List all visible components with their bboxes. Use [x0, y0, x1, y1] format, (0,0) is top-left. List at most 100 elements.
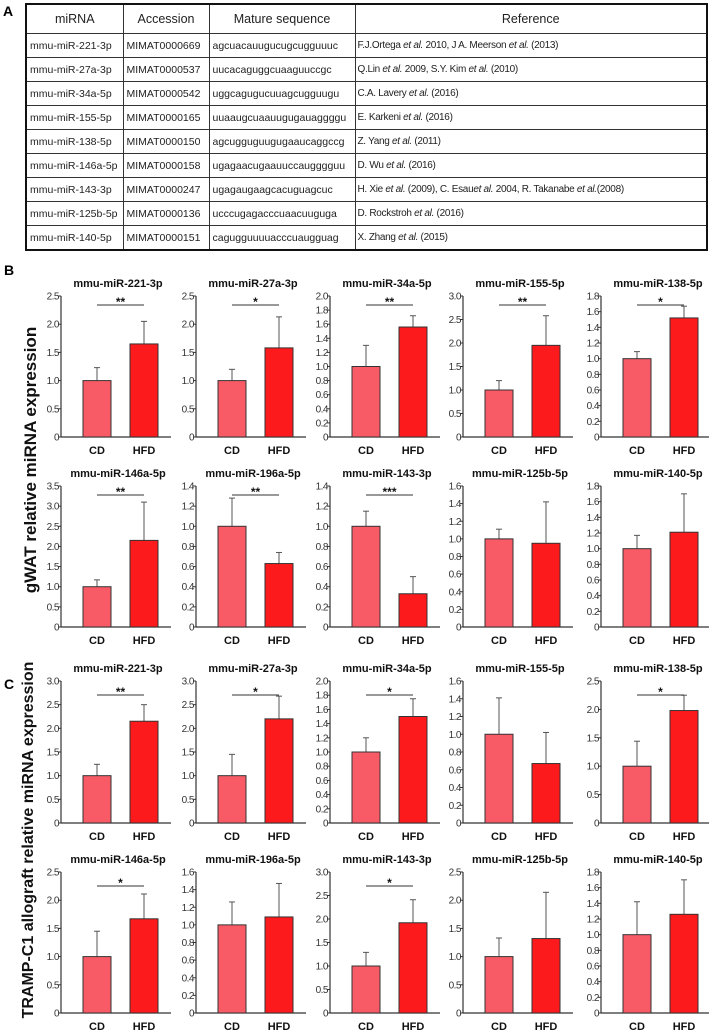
header-sequence: Mature sequence — [208, 3, 356, 34]
y-tick-label: 2.0 — [47, 542, 60, 553]
bar-hfd — [264, 718, 294, 824]
bar-cd — [351, 751, 381, 824]
panel-c-label: C — [4, 676, 15, 692]
x-tick-label: HFD — [535, 1021, 558, 1033]
y-tick-label: 1.5 — [587, 733, 600, 744]
y-tick-label: 0 — [323, 1009, 329, 1020]
chart-title: mmu-miR-146a-5p — [70, 468, 166, 480]
y-tick-label: 1.0 — [316, 362, 329, 373]
x-tick-label: CD — [491, 1021, 507, 1033]
bar-cd — [622, 358, 652, 438]
x-tick-label: HFD — [673, 445, 696, 457]
y-tick-label: 0.5 — [47, 795, 60, 806]
y-tick-label: 0.8 — [316, 762, 329, 773]
chart-title: mmu-miR-138-5p — [613, 663, 703, 675]
y-tick-label: 0.5 — [449, 409, 462, 420]
panel-b-label: B — [4, 262, 15, 278]
bar-cd — [217, 775, 247, 824]
bar-hfd — [398, 593, 428, 628]
x-tick-label: HFD — [133, 1021, 156, 1033]
bar-cd — [82, 775, 112, 824]
bar-cd — [351, 366, 381, 438]
bar-cd — [217, 380, 247, 438]
y-tick-label: 1.2 — [587, 529, 600, 540]
chart-title: mmu-miR-34a-5p — [342, 278, 432, 290]
y-tick-label: 1.2 — [316, 348, 329, 359]
y-tick-label: 0 — [456, 1009, 462, 1020]
y-tick-label: 0.8 — [182, 542, 195, 553]
panel-a-label: A — [3, 3, 14, 19]
x-tick-label: CD — [224, 1021, 240, 1033]
y-tick-label: 2.5 — [449, 868, 462, 879]
x-tick-label: HFD — [133, 831, 156, 843]
accession-cell: MIMAT0000542 — [122, 81, 210, 106]
chart-title: mmu-miR-34a-5p — [342, 663, 432, 675]
table-row: mmu-miR-155-5p MIMAT0000165 uuaaugcuaauugu… — [25, 105, 708, 130]
y-tick-label: 1.8 — [587, 482, 600, 493]
y-tick-label: 0.6 — [316, 562, 329, 573]
table-row: mmu-miR-125b-5p MIMAT0000136 ucccugagacccu… — [25, 201, 708, 226]
y-tick-label: 3.0 — [449, 292, 462, 303]
y-tick-label: 0.6 — [449, 765, 462, 776]
sequence-cell: agcugguguugugaaucaggccg — [208, 129, 356, 154]
chart-title: mmu-miR-155-5p — [475, 663, 565, 675]
bar-cd — [82, 586, 112, 628]
sequence-cell: uuaaugcuaauugugauaggggu — [208, 105, 356, 130]
y-tick-label: 0 — [54, 1009, 60, 1020]
bar-cd — [82, 956, 112, 1014]
y-tick-label: 1.6 — [587, 497, 600, 508]
chart-title: mmu-miR-221-3p — [73, 663, 163, 675]
y-tick-label: 3.0 — [316, 868, 329, 879]
y-tick-label: 1.0 — [587, 544, 600, 555]
y-tick-label: 0 — [456, 819, 462, 830]
y-tick-label: 0.6 — [449, 570, 462, 581]
y-tick-label: 1.5 — [47, 562, 60, 573]
bar-hfd — [669, 913, 699, 1014]
y-tick-label: 0.8 — [587, 560, 600, 571]
x-tick-label: HFD — [673, 635, 696, 647]
bar-hfd — [264, 916, 294, 1014]
x-tick-label: CD — [224, 445, 240, 457]
y-tick-label: 1.0 — [182, 376, 195, 387]
y-tick-label: 1.0 — [449, 952, 462, 963]
y-tick-label: 0.8 — [182, 938, 195, 949]
y-tick-label: 0.4 — [182, 973, 195, 984]
significance-stars: ** — [116, 295, 126, 309]
y-tick-label: 0.8 — [316, 376, 329, 387]
sequence-cell: cagugguuuuacccuaugguag — [208, 225, 356, 251]
x-tick-label: HFD — [535, 445, 558, 457]
y-tick-label: 2.0 — [316, 292, 329, 303]
x-tick-label: CD — [491, 445, 507, 457]
table-row: mmu-miR-146a-5p MIMAT0000158 ugagaacugaauu… — [25, 153, 708, 178]
bar-cd — [622, 548, 652, 628]
x-tick-label: CD — [358, 445, 374, 457]
x-tick-label: CD — [89, 635, 105, 647]
y-tick-label: 0.2 — [316, 804, 329, 815]
y-tick-label: 0.5 — [47, 404, 60, 415]
sequence-cell: uggcagugucuuagcugguugu — [208, 81, 356, 106]
mirna-cell: mmu-miR-125b-5p — [25, 201, 124, 226]
bar-cd — [217, 924, 247, 1014]
y-tick-label: 2.5 — [587, 677, 600, 688]
y-tick-label: 0.8 — [449, 552, 462, 563]
x-tick-label: HFD — [268, 635, 291, 647]
sequence-cell: ucccugagacccuaacuuguga — [208, 201, 356, 226]
y-tick-label: 1.5 — [47, 924, 60, 935]
y-tick-label: 0 — [456, 433, 462, 444]
y-tick-label: 1.4 — [449, 499, 462, 510]
reference-cell: X. Zhang et al. (2015) — [354, 225, 708, 251]
y-tick-label: 1.0 — [449, 730, 462, 741]
y-tick-label: 1.5 — [182, 348, 195, 359]
significance-stars: * — [658, 295, 663, 309]
significance-stars: * — [118, 876, 123, 890]
x-tick-label: CD — [224, 635, 240, 647]
y-tick-label: 1.4 — [449, 694, 462, 705]
y-tick-label: 3.0 — [47, 502, 60, 513]
chart-title: mmu-miR-125b-5p — [472, 468, 568, 480]
y-tick-label: 1.2 — [449, 517, 462, 528]
y-tick-label: 0 — [54, 623, 60, 634]
y-tick-label: 1.6 — [449, 482, 462, 493]
y-tick-label: 0 — [189, 433, 195, 444]
x-tick-label: HFD — [673, 1021, 696, 1033]
y-tick-label: 1.2 — [316, 502, 329, 513]
